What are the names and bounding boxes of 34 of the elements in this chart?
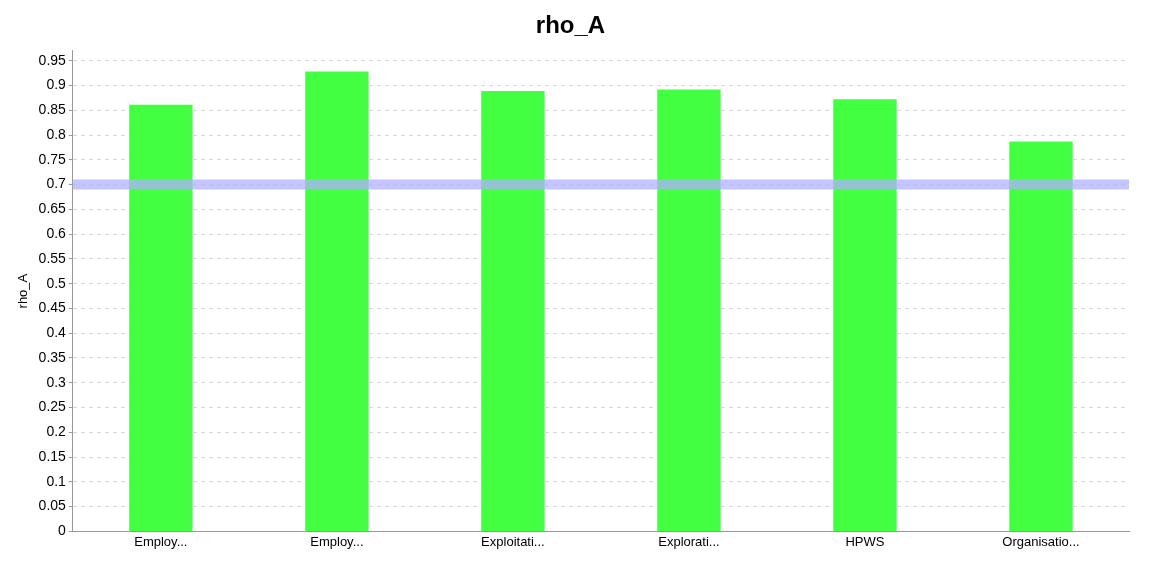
x-tick-label: Organisatio... bbox=[1002, 533, 1080, 549]
y-tick-label: 0 bbox=[58, 522, 67, 539]
y-tick-label: 0.95 bbox=[38, 51, 67, 68]
bar bbox=[657, 89, 721, 531]
y-tick-label: 0.8 bbox=[46, 125, 67, 142]
bar bbox=[129, 104, 193, 531]
y-tick-label: 0.25 bbox=[38, 398, 67, 415]
y-tick-label: 0.35 bbox=[38, 348, 67, 365]
y-tick-label: 0.65 bbox=[38, 200, 67, 217]
x-tick-label: Employ... bbox=[310, 533, 364, 549]
chart-title: rho_A bbox=[535, 11, 606, 39]
bar bbox=[1009, 141, 1073, 531]
y-tick-label: 0.3 bbox=[46, 373, 67, 390]
x-tick-label: Employ... bbox=[134, 533, 188, 549]
y-tick-label: 0.75 bbox=[38, 150, 67, 167]
y-tick-label: 0.85 bbox=[38, 101, 67, 118]
y-tick-label: 0.7 bbox=[46, 175, 67, 192]
y-tick-label: 0.4 bbox=[46, 324, 67, 341]
y-tick-label: 0.5 bbox=[46, 274, 67, 291]
y-tick-label: 0.55 bbox=[38, 249, 67, 266]
y-tick-label: 0.1 bbox=[46, 472, 67, 489]
y-tick-label: 0.9 bbox=[46, 76, 67, 93]
x-tick-label: HPWS bbox=[845, 533, 885, 549]
bar bbox=[481, 90, 545, 531]
bar bbox=[833, 99, 897, 531]
y-axis-title: rho_A bbox=[15, 273, 31, 309]
y-tick-label: 0.05 bbox=[38, 497, 67, 514]
y-tick-label: 0.6 bbox=[46, 224, 67, 241]
y-tick-label: 0.2 bbox=[46, 423, 67, 440]
y-tick-label: 0.45 bbox=[38, 299, 67, 316]
y-tick-label: 0.15 bbox=[38, 447, 67, 464]
x-tick-label: Explorati... bbox=[658, 533, 720, 549]
x-tick-label: Exploitati... bbox=[481, 533, 545, 549]
bar bbox=[305, 71, 369, 531]
